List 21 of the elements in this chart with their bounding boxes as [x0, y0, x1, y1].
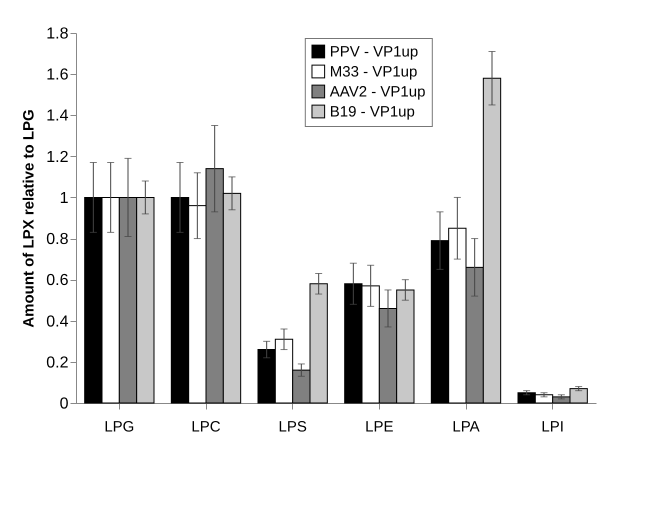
- legend-label: M33 - VP1up: [330, 64, 418, 80]
- y-tick-label: 0.2: [46, 354, 69, 372]
- legend-label: PPV - VP1up: [330, 44, 418, 60]
- x-tick-label: LPC: [191, 418, 221, 436]
- y-tick-label: 1.6: [46, 66, 69, 84]
- y-tick-label: 1.2: [46, 148, 69, 166]
- y-tick-label: 0: [60, 396, 69, 412]
- legend-label: AAV2 - VP1up: [330, 84, 426, 100]
- y-tick-label: 0.8: [46, 231, 69, 248]
- y-tick-label: 1.4: [46, 108, 69, 125]
- y-tick-label: 0.6: [46, 272, 69, 290]
- x-tick-label: LPE: [365, 418, 394, 436]
- x-tick-label: LPI: [541, 418, 564, 436]
- x-tick-label: LPA: [452, 418, 480, 436]
- x-tick-label: LPS: [278, 418, 307, 436]
- x-tick-label: LPG: [104, 418, 134, 436]
- y-axis-title: Amount of LPX relative to LPG: [20, 109, 38, 328]
- y-tick-label: 1: [60, 190, 69, 207]
- y-tick-label: 0.4: [46, 313, 69, 330]
- y-tick-label: 1.8: [46, 26, 69, 42]
- legend-label: B19 - VP1up: [330, 104, 415, 120]
